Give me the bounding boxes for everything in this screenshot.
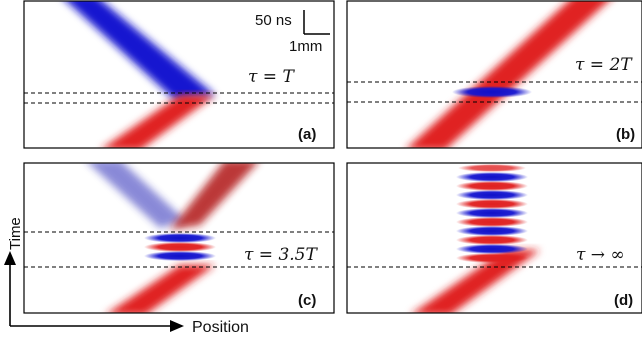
red-wave-a (102, 95, 215, 148)
pulse-d-5 (456, 199, 528, 209)
pulse-d-8 (456, 226, 528, 236)
red-wave-b (407, 1, 609, 148)
pulse-d-2 (456, 172, 528, 182)
panel-tag-d: (d) (614, 292, 633, 309)
pulse-c-1 (144, 233, 216, 243)
time-axis-arrowhead (4, 251, 16, 265)
pulse-d-11 (456, 253, 528, 263)
pulse-d-9 (456, 235, 528, 245)
pulse-c-3 (144, 251, 216, 261)
tau-label-d: τ → ∞ (576, 245, 625, 265)
panel-tag-c: (c) (298, 292, 316, 309)
pulse-d-10 (456, 244, 528, 254)
time-axis-label: Time (7, 217, 24, 250)
pulse-c-2 (144, 242, 216, 252)
pulse-d-7 (456, 217, 528, 227)
panel-tag-a: (a) (298, 126, 316, 143)
pulse-d-4 (456, 190, 528, 200)
red-wave-d (412, 250, 540, 313)
panel-c: τ = 3.5T (c) (23, 162, 335, 314)
panel-a: τ = T (a) 50 ns 1mm (23, 0, 335, 149)
blue-pulse-b (452, 86, 532, 98)
pulse-d-3 (456, 181, 528, 191)
pulse-d-1 (458, 164, 526, 172)
tau-label-a: τ = T (248, 67, 295, 87)
red-wave-c-lower (108, 265, 215, 313)
panel-b-frame (346, 0, 642, 149)
panel-b: τ = 2T (b) (346, 0, 642, 149)
pulse-d-6 (456, 208, 528, 218)
scale-bar: 50 ns 1mm (255, 10, 330, 55)
tau-label-b: τ = 2T (575, 55, 633, 75)
position-axis-arrowhead (170, 320, 184, 332)
blue-wave-c (88, 163, 185, 228)
axes: Time Position (4, 217, 249, 336)
tau-label-c: τ = 3.5T (244, 245, 318, 265)
red-wave-c-upper (170, 163, 258, 230)
panel-d-frame (346, 162, 642, 314)
position-axis-label: Position (192, 319, 249, 336)
panel-c-frame (23, 162, 335, 314)
scale-space-label: 1mm (289, 38, 322, 55)
scale-time-label: 50 ns (255, 12, 292, 29)
panel-a-frame (23, 0, 335, 149)
panel-d: τ → ∞ (d) (346, 162, 642, 314)
panel-tag-b: (b) (616, 126, 635, 143)
blue-wave-a (66, 1, 215, 100)
